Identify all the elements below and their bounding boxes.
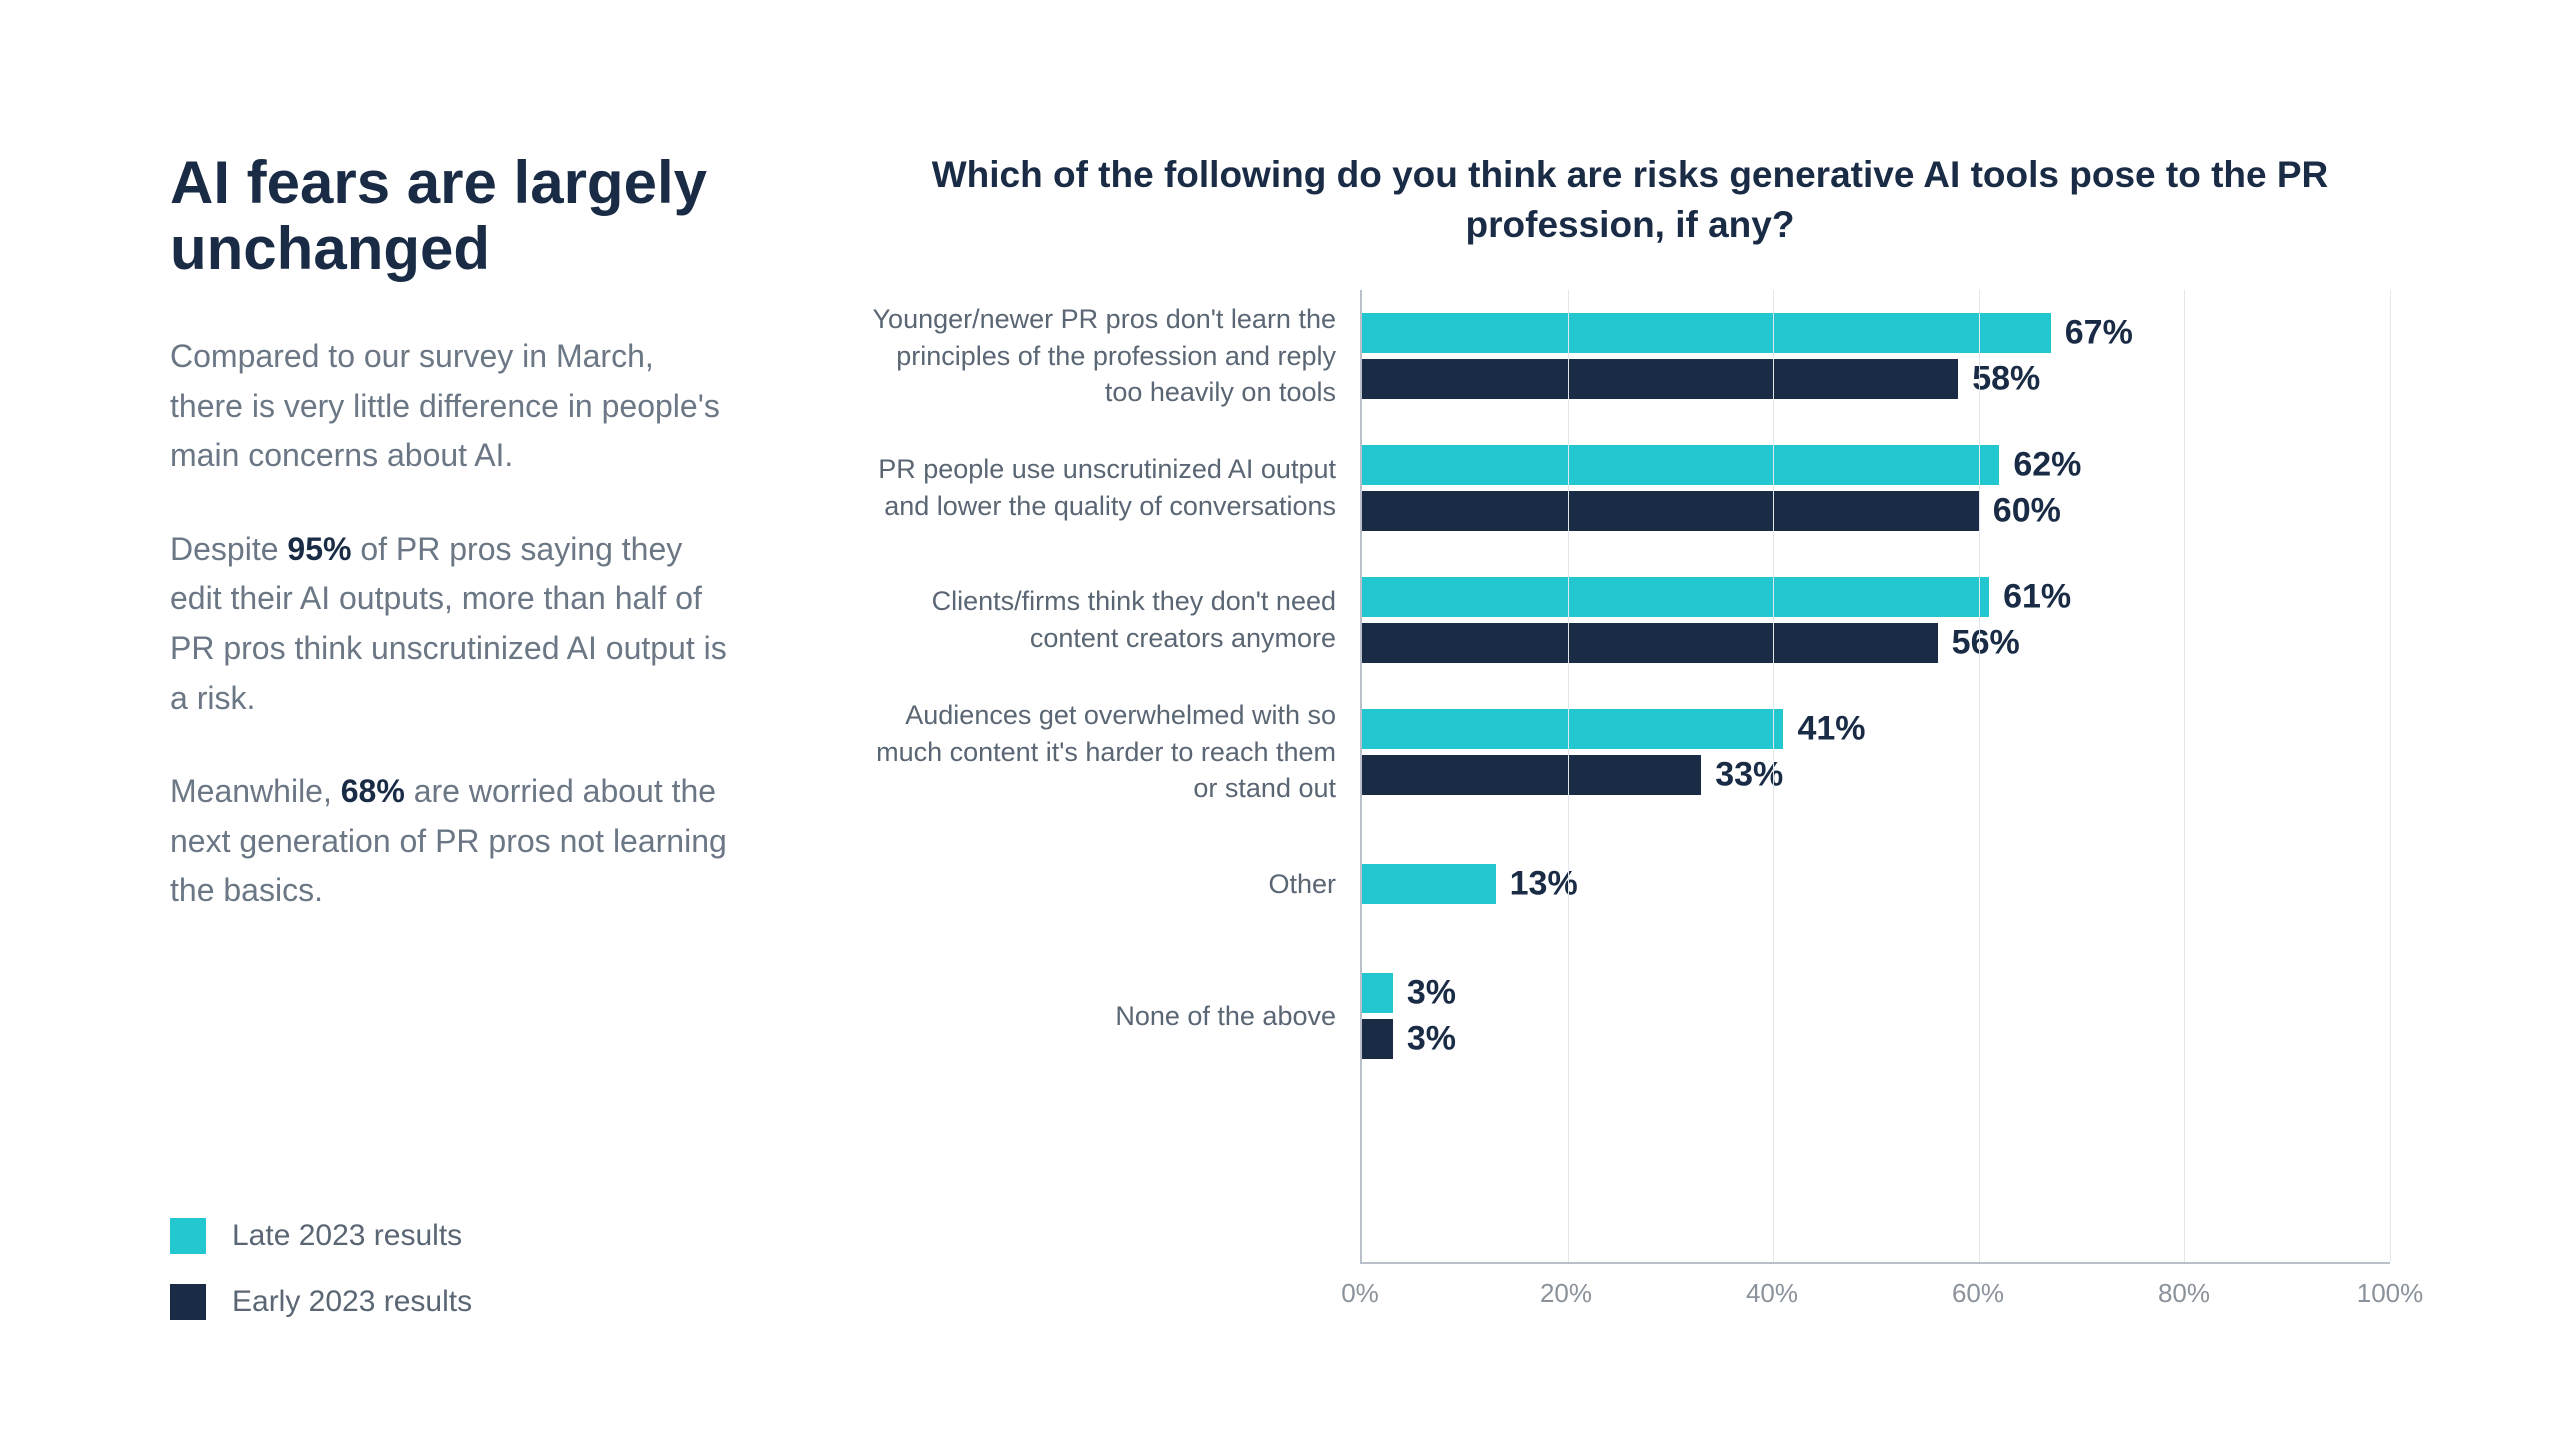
x-tick: 60% (1952, 1278, 2004, 1309)
bar-group: 3%3% (1362, 950, 2390, 1082)
category-label: Other (870, 818, 1360, 950)
legend-label: Early 2023 results (232, 1285, 472, 1319)
x-axis: 0%20%40%60%80%100% (1360, 1264, 2390, 1320)
intro-para-1: Compared to our survey in March, there i… (170, 332, 730, 481)
category-label: Clients/firms think they don't need cont… (870, 554, 1360, 686)
bar-value-label: 41% (1783, 709, 1865, 748)
chart: Younger/newer PR pros don't learn the pr… (870, 290, 2390, 1320)
bar-row: 41% (1362, 709, 2390, 749)
legend-item-early: Early 2023 results (170, 1284, 810, 1320)
page-title: AI fears are largely unchanged (170, 150, 810, 282)
bar-row: 58% (1362, 359, 2390, 399)
bar-group: 13% (1362, 818, 2390, 950)
category-label: PR people use unscrutinized AI output an… (870, 422, 1360, 554)
legend-swatch-early (170, 1284, 206, 1320)
bar-group: 67% 58% (1362, 290, 2390, 422)
emphasis-percent: 95% (287, 531, 351, 567)
gridline (2184, 290, 2185, 1262)
bar-row: 13% (1362, 864, 2390, 904)
bar-value-label: 60% (1979, 491, 2061, 530)
intro-para-2: Despite 95% of PR pros saying they edit … (170, 525, 730, 723)
gridline (1773, 290, 1774, 1262)
gridline (2390, 290, 2391, 1262)
right-column: Which of the following do you think are … (810, 150, 2390, 1320)
bar-early (1362, 755, 1701, 795)
chart-title: Which of the following do you think are … (870, 150, 2390, 290)
x-tick: 40% (1746, 1278, 1798, 1309)
bar-row: 60% (1362, 491, 2390, 531)
plot-area: 67%58%62%60%61%56%41%33%13%3%3% (1360, 290, 2390, 1264)
bar-row: 62% (1362, 445, 2390, 485)
intro-para-3: Meanwhile, 68% are worried about the nex… (170, 767, 730, 916)
bar-late (1362, 313, 2051, 353)
left-column: AI fears are largely unchanged Compared … (170, 150, 810, 1320)
text: Meanwhile, (170, 773, 341, 809)
bar-value-label: 33% (1701, 755, 1783, 794)
x-tick: 80% (2158, 1278, 2210, 1309)
bar-row: 56% (1362, 623, 2390, 663)
category-labels: Younger/newer PR pros don't learn the pr… (870, 290, 1360, 1320)
bar-row: 3% (1362, 973, 2390, 1013)
bar-early (1362, 359, 1958, 399)
bar-late (1362, 864, 1496, 904)
bar-early (1362, 623, 1938, 663)
gridline (1979, 290, 1980, 1262)
x-tick: 100% (2357, 1278, 2424, 1309)
plot-wrap: 67%58%62%60%61%56%41%33%13%3%3% 0%20%40%… (1360, 290, 2390, 1320)
bar-value-label: 67% (2051, 313, 2133, 352)
bar-value-label: 62% (1999, 445, 2081, 484)
category-label: None of the above (870, 950, 1360, 1082)
legend-item-late: Late 2023 results (170, 1218, 810, 1254)
bar-value-label: 3% (1393, 1019, 1456, 1058)
x-tick: 20% (1540, 1278, 1592, 1309)
bar-row: 61% (1362, 577, 2390, 617)
bar-early (1362, 1019, 1393, 1059)
bar-row: 67% (1362, 313, 2390, 353)
gridline (1568, 290, 1569, 1262)
bar-early (1362, 491, 1979, 531)
bar-row: 33% (1362, 755, 2390, 795)
bar-value-label: 58% (1958, 359, 2040, 398)
bar-late (1362, 709, 1783, 749)
x-tick: 0% (1341, 1278, 1379, 1309)
bar-value-label: 61% (1989, 577, 2071, 616)
bar-late (1362, 445, 1999, 485)
bar-late (1362, 577, 1989, 617)
bar-late (1362, 973, 1393, 1013)
bar-value-label: 13% (1496, 864, 1578, 903)
slide: AI fears are largely unchanged Compared … (0, 0, 2560, 1440)
bar-group: 41%33% (1362, 686, 2390, 818)
bar-groups: 67%58%62%60%61%56%41%33%13%3%3% (1362, 290, 2390, 1262)
bar-value-label: 3% (1393, 973, 1456, 1012)
category-label: Younger/newer PR pros don't learn the pr… (870, 290, 1360, 422)
text: Despite (170, 531, 287, 567)
bar-group: 62%60% (1362, 422, 2390, 554)
legend-swatch-late (170, 1218, 206, 1254)
bar-row: 3% (1362, 1019, 2390, 1059)
emphasis-percent: 68% (341, 773, 405, 809)
category-label: Audiences get overwhelmed with so much c… (870, 686, 1360, 818)
bar-group: 61%56% (1362, 554, 2390, 686)
legend-label: Late 2023 results (232, 1219, 462, 1253)
legend: Late 2023 results Early 2023 results (170, 1188, 810, 1320)
text: Compared to our survey in March, there i… (170, 338, 720, 473)
